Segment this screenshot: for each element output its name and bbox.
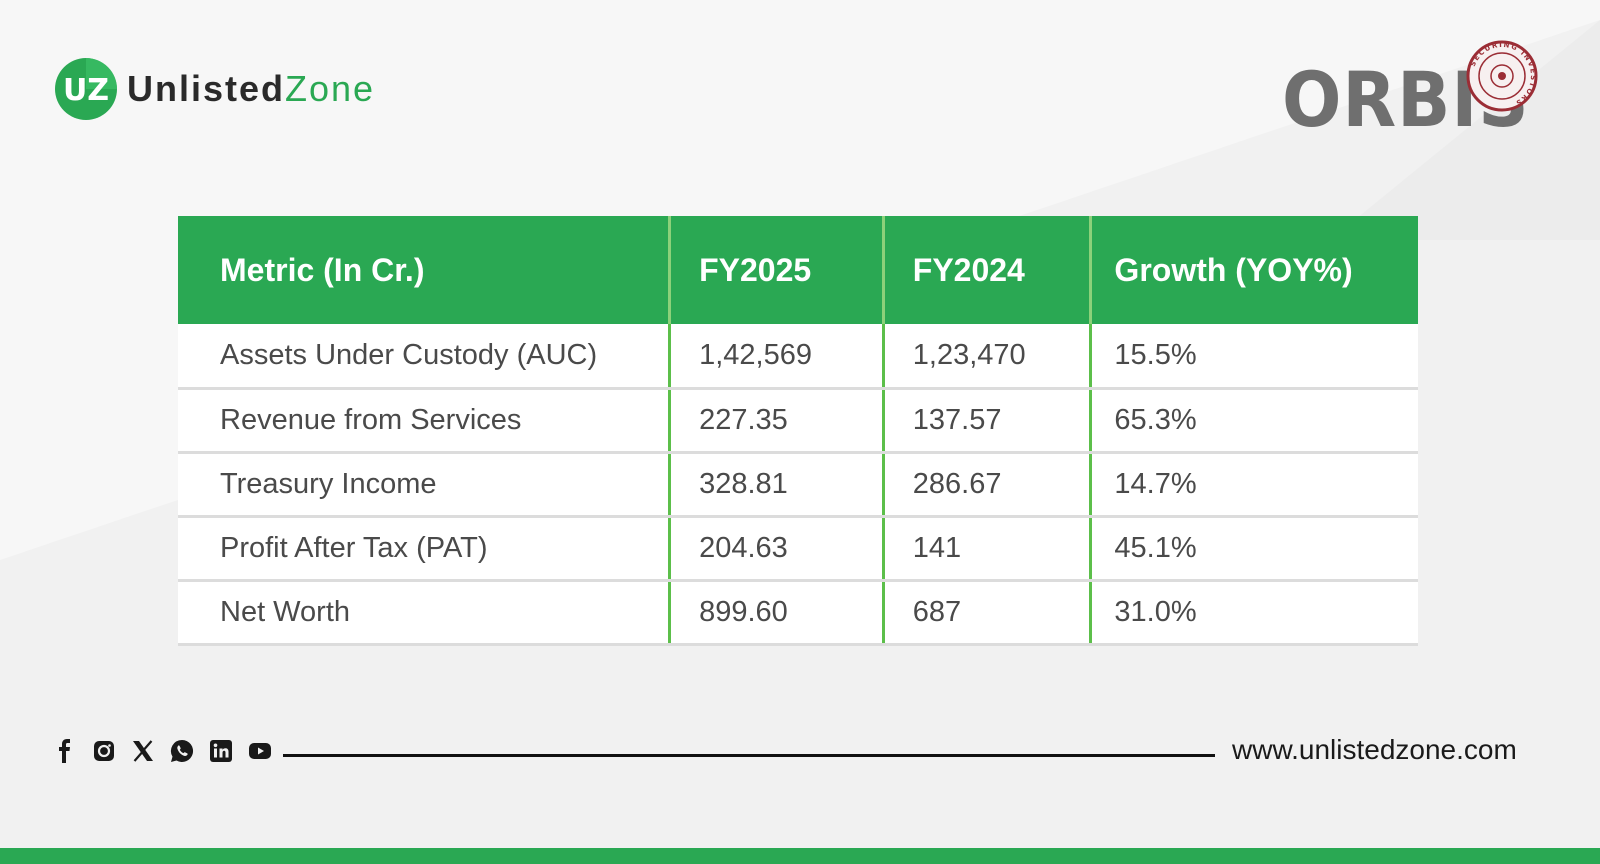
cell-metric: Profit After Tax (PAT): [178, 516, 672, 582]
instagram-icon[interactable]: [91, 738, 117, 764]
table-row: Revenue from Services 227.35 137.57 65.3…: [178, 388, 1418, 454]
seal-icon: SECURING INVESTORS: [1466, 40, 1538, 112]
cell-fy2024: 286.67: [883, 452, 1093, 518]
bottom-accent-bar: [0, 848, 1600, 864]
table-row: Treasury Income 328.81 286.67 14.7%: [178, 452, 1418, 518]
cell-fy2025: 328.81: [669, 452, 885, 518]
logo-word-unlisted: Unlisted: [127, 68, 286, 109]
cell-growth: 15.5%: [1090, 324, 1418, 390]
cell-metric: Net Worth: [178, 580, 672, 646]
financials-table: Metric (In Cr.) FY2025 FY2024 Growth (YO…: [178, 216, 1418, 646]
header-fy2025: FY2025: [669, 216, 885, 324]
unlistedzone-logo[interactable]: UZ UnlistedZone: [55, 58, 375, 120]
cell-fy2024: 137.57: [883, 388, 1093, 454]
cell-growth: 65.3%: [1090, 388, 1418, 454]
cell-fy2025: 1,42,569: [669, 324, 885, 390]
logo-wordmark: UnlistedZone: [127, 71, 375, 107]
table-row: Net Worth 899.60 687 31.0%: [178, 580, 1418, 646]
linkedin-icon[interactable]: [208, 738, 234, 764]
header-fy2024: FY2024: [883, 216, 1093, 324]
social-links: [52, 738, 286, 764]
cell-metric: Assets Under Custody (AUC): [178, 324, 672, 390]
cell-fy2024: 687: [883, 580, 1093, 646]
facebook-icon[interactable]: [52, 738, 78, 764]
website-link[interactable]: www.unlistedzone.com: [1232, 734, 1517, 765]
cell-fy2025: 227.35: [669, 388, 885, 454]
cell-metric: Treasury Income: [178, 452, 672, 518]
logo-word-zone: Zone: [285, 68, 376, 109]
table-header-row: Metric (In Cr.) FY2025 FY2024 Growth (YO…: [178, 216, 1418, 324]
footer-divider: [283, 754, 1215, 757]
cell-growth: 14.7%: [1090, 452, 1418, 518]
orbis-logo: ORBIS SECURING INVESTORS: [1282, 40, 1542, 150]
cell-growth: 45.1%: [1090, 516, 1418, 582]
cell-metric: Revenue from Services: [178, 388, 672, 454]
table-row: Profit After Tax (PAT) 204.63 141 45.1%: [178, 516, 1418, 582]
cell-fy2024: 1,23,470: [883, 324, 1093, 390]
cell-fy2025: 899.60: [669, 580, 885, 646]
whatsapp-icon[interactable]: [169, 738, 195, 764]
header-metric: Metric (In Cr.): [178, 216, 672, 324]
uz-logo-mark: UZ: [55, 58, 117, 120]
cell-fy2025: 204.63: [669, 516, 885, 582]
cell-growth: 31.0%: [1090, 580, 1418, 646]
table-row: Assets Under Custody (AUC) 1,42,569 1,23…: [178, 324, 1418, 390]
x-icon[interactable]: [130, 738, 156, 764]
uz-mark-text: UZ: [63, 73, 109, 108]
youtube-icon[interactable]: [247, 738, 273, 764]
cell-fy2024: 141: [883, 516, 1093, 582]
header-growth: Growth (YOY%): [1090, 216, 1418, 324]
